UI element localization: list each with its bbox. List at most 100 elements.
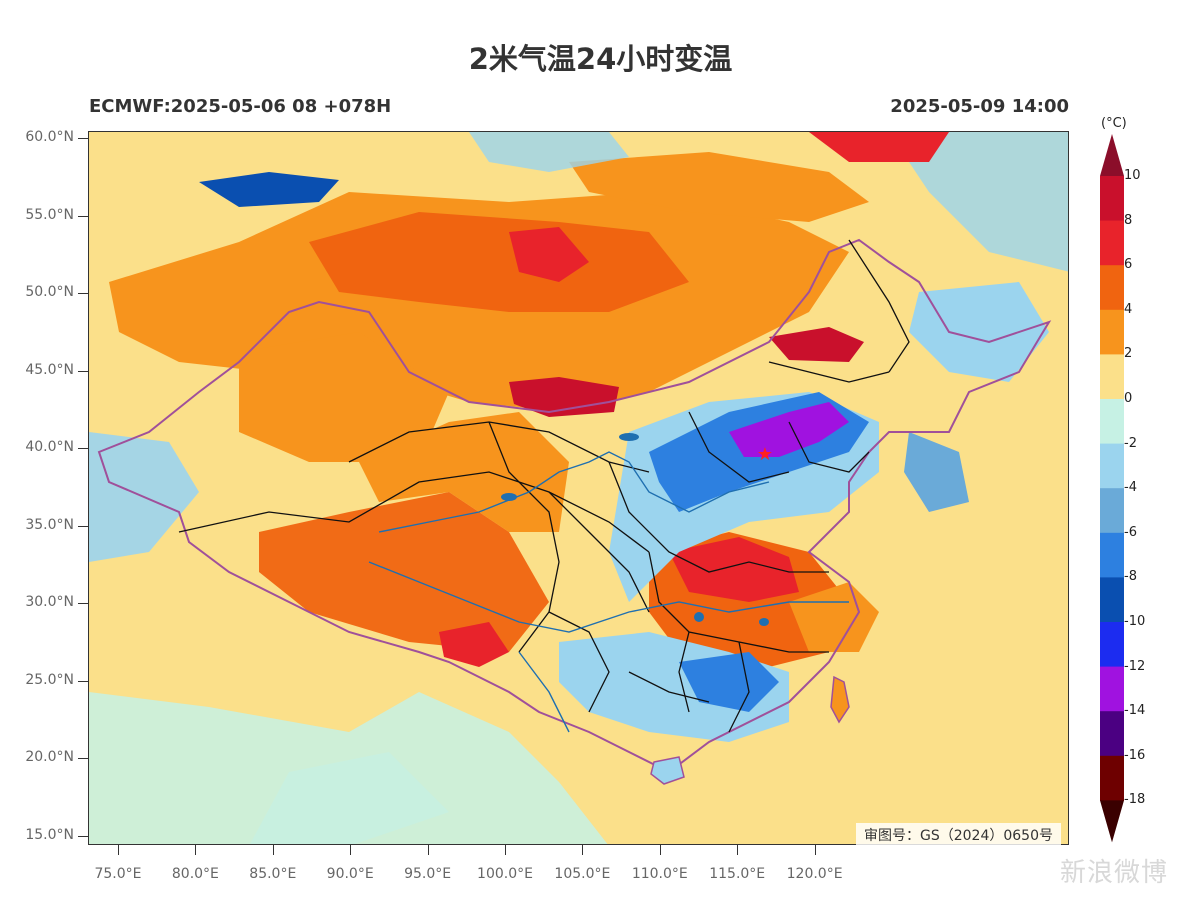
hot-core-mongolia-1 (509, 227, 589, 282)
cool-zone-bay (250, 752, 449, 844)
hainan-island (650, 756, 685, 785)
lat-tick-label: 45.0°N (25, 361, 74, 378)
strong-warm-mongolia (309, 212, 689, 312)
colorbar-segment (1100, 577, 1124, 623)
lon-tick-mark (737, 845, 739, 855)
warm-zone-tibet (259, 492, 549, 652)
lon-tick-label: 75.0°E (94, 866, 142, 882)
colorbar-tick-label: -6 (1124, 524, 1137, 540)
rivers (368, 451, 849, 733)
colorbar-segment (1100, 220, 1124, 266)
colorbar-segment (1100, 354, 1124, 400)
lon-tick-mark (118, 845, 119, 855)
colorbar-tick-label: -18 (1124, 792, 1146, 808)
colorbar-tick-label: 0 (1124, 391, 1133, 406)
colorbar-segment (1100, 176, 1124, 222)
lon-tick-mark (272, 845, 274, 855)
lat-tick-label: 15.0°N (25, 826, 74, 843)
colorbar-tick-label: -16 (1124, 747, 1146, 763)
lon-tick-label: 90.0°E (326, 866, 374, 882)
province-borders (178, 239, 910, 733)
model-run-label: ECMWF:2025-05-06 08 +078H (89, 96, 392, 117)
colorbar-tick-label: -12 (1124, 658, 1146, 674)
colorbar-tick-label: -2 (1124, 435, 1137, 451)
cold-zone-southeast (679, 652, 779, 712)
colorbar-tick-label: -14 (1124, 703, 1146, 719)
colorbar-segment (1100, 532, 1124, 578)
lat-tick-label: 20.0°N (25, 749, 74, 765)
colorbar-segment (1100, 309, 1124, 355)
lake-marker (759, 618, 769, 626)
colorbar-segment (1100, 622, 1124, 668)
lat-tick-label: 40.0°N (25, 439, 74, 455)
lat-tick-label: 60.0°N (25, 129, 74, 145)
colorbar-segment (1100, 399, 1124, 445)
colorbar-tick-label: 2 (1124, 346, 1133, 362)
lon-tick-mark (505, 845, 506, 855)
lon-tick-label: 115.0°E (709, 866, 766, 882)
cool-zone-northeast-border (909, 282, 1049, 382)
lon-tick-label: 120.0°E (786, 866, 843, 882)
chart-title: 2米气温24小时变温 (468, 42, 733, 76)
lat-tick-label: 35.0°N (25, 516, 74, 533)
colorbar-tick-label: -10 (1124, 614, 1146, 629)
lon-tick-mark (582, 845, 584, 855)
colorbar-unit: (°C) (1101, 116, 1127, 131)
lon-tick-label: 85.0°E (249, 866, 297, 882)
lat-tick-mark (78, 680, 88, 682)
lake-marker (694, 612, 704, 622)
colorbar-tick-label: 8 (1124, 212, 1133, 228)
china-border (97, 238, 1052, 774)
map-panel[interactable]: ★ (88, 131, 1069, 845)
colorbar-segment (1100, 711, 1124, 757)
colorbar-top-triangle (1100, 134, 1124, 176)
colorbar-tick-label: 10 (1124, 168, 1141, 183)
hot-core-northeast (769, 327, 864, 362)
temperature-change-map: ★ (89, 132, 1068, 844)
lat-tick-mark (78, 525, 88, 527)
colorbar-tick-label: -8 (1124, 569, 1137, 585)
cold-zone-siberia-west (199, 172, 339, 207)
colorbar-tick-label: 6 (1124, 257, 1133, 273)
lake-marker (501, 493, 517, 501)
colorbar (1100, 134, 1124, 843)
lat-tick-label: 55.0°N (25, 206, 74, 223)
warm-zone-zhejiang (789, 582, 879, 652)
warm-zone-siberia-east (569, 152, 869, 222)
valid-time-label: 2025-05-09 14:00 (890, 96, 1069, 117)
colorbar-segment (1100, 265, 1124, 311)
lat-tick-mark (78, 835, 88, 837)
hot-core-yunnan (439, 622, 509, 667)
lon-tick-mark (350, 845, 352, 855)
capital-star-icon: ★ (757, 444, 773, 465)
colorbar-tick-label: 4 (1124, 301, 1133, 317)
map-approval-number: 审图号：GS（2024）0650号 (856, 823, 1061, 847)
lat-tick-mark (78, 293, 88, 294)
warm-zone-xinjiang (239, 332, 449, 462)
taiwan-island (830, 675, 850, 724)
lon-tick-label: 95.0°E (404, 866, 452, 882)
very-cold-zone-beijing (729, 402, 849, 457)
lat-tick-mark (78, 215, 88, 217)
watermark: 新浪微博 (1060, 858, 1169, 888)
colorbar-segment (1100, 443, 1124, 489)
lat-tick-label: 30.0°N (25, 594, 74, 610)
lat-tick-label: 25.0°N (25, 671, 74, 688)
cold-zone-korea (904, 432, 969, 512)
lat-tick-mark (78, 138, 88, 139)
lake-marker (619, 433, 639, 441)
hot-core-inner-mongolia (509, 377, 619, 417)
colorbar-segment (1100, 666, 1124, 712)
cool-zone-northeast-edge (889, 132, 1068, 272)
cool-zone-north-edge (469, 132, 629, 172)
lat-tick-mark (78, 370, 88, 372)
lat-tick-label: 50.0°N (25, 284, 74, 300)
lon-tick-mark (427, 845, 429, 855)
lat-tick-mark (78, 758, 88, 759)
lon-tick-label: 100.0°E (477, 866, 533, 882)
colorbar-segment (1100, 755, 1124, 801)
lon-tick-label: 80.0°E (171, 866, 219, 882)
hot-core-northeast-edge (809, 132, 949, 162)
warm-zone-qinghai-gansu (359, 412, 569, 532)
lat-tick-mark (78, 448, 88, 449)
